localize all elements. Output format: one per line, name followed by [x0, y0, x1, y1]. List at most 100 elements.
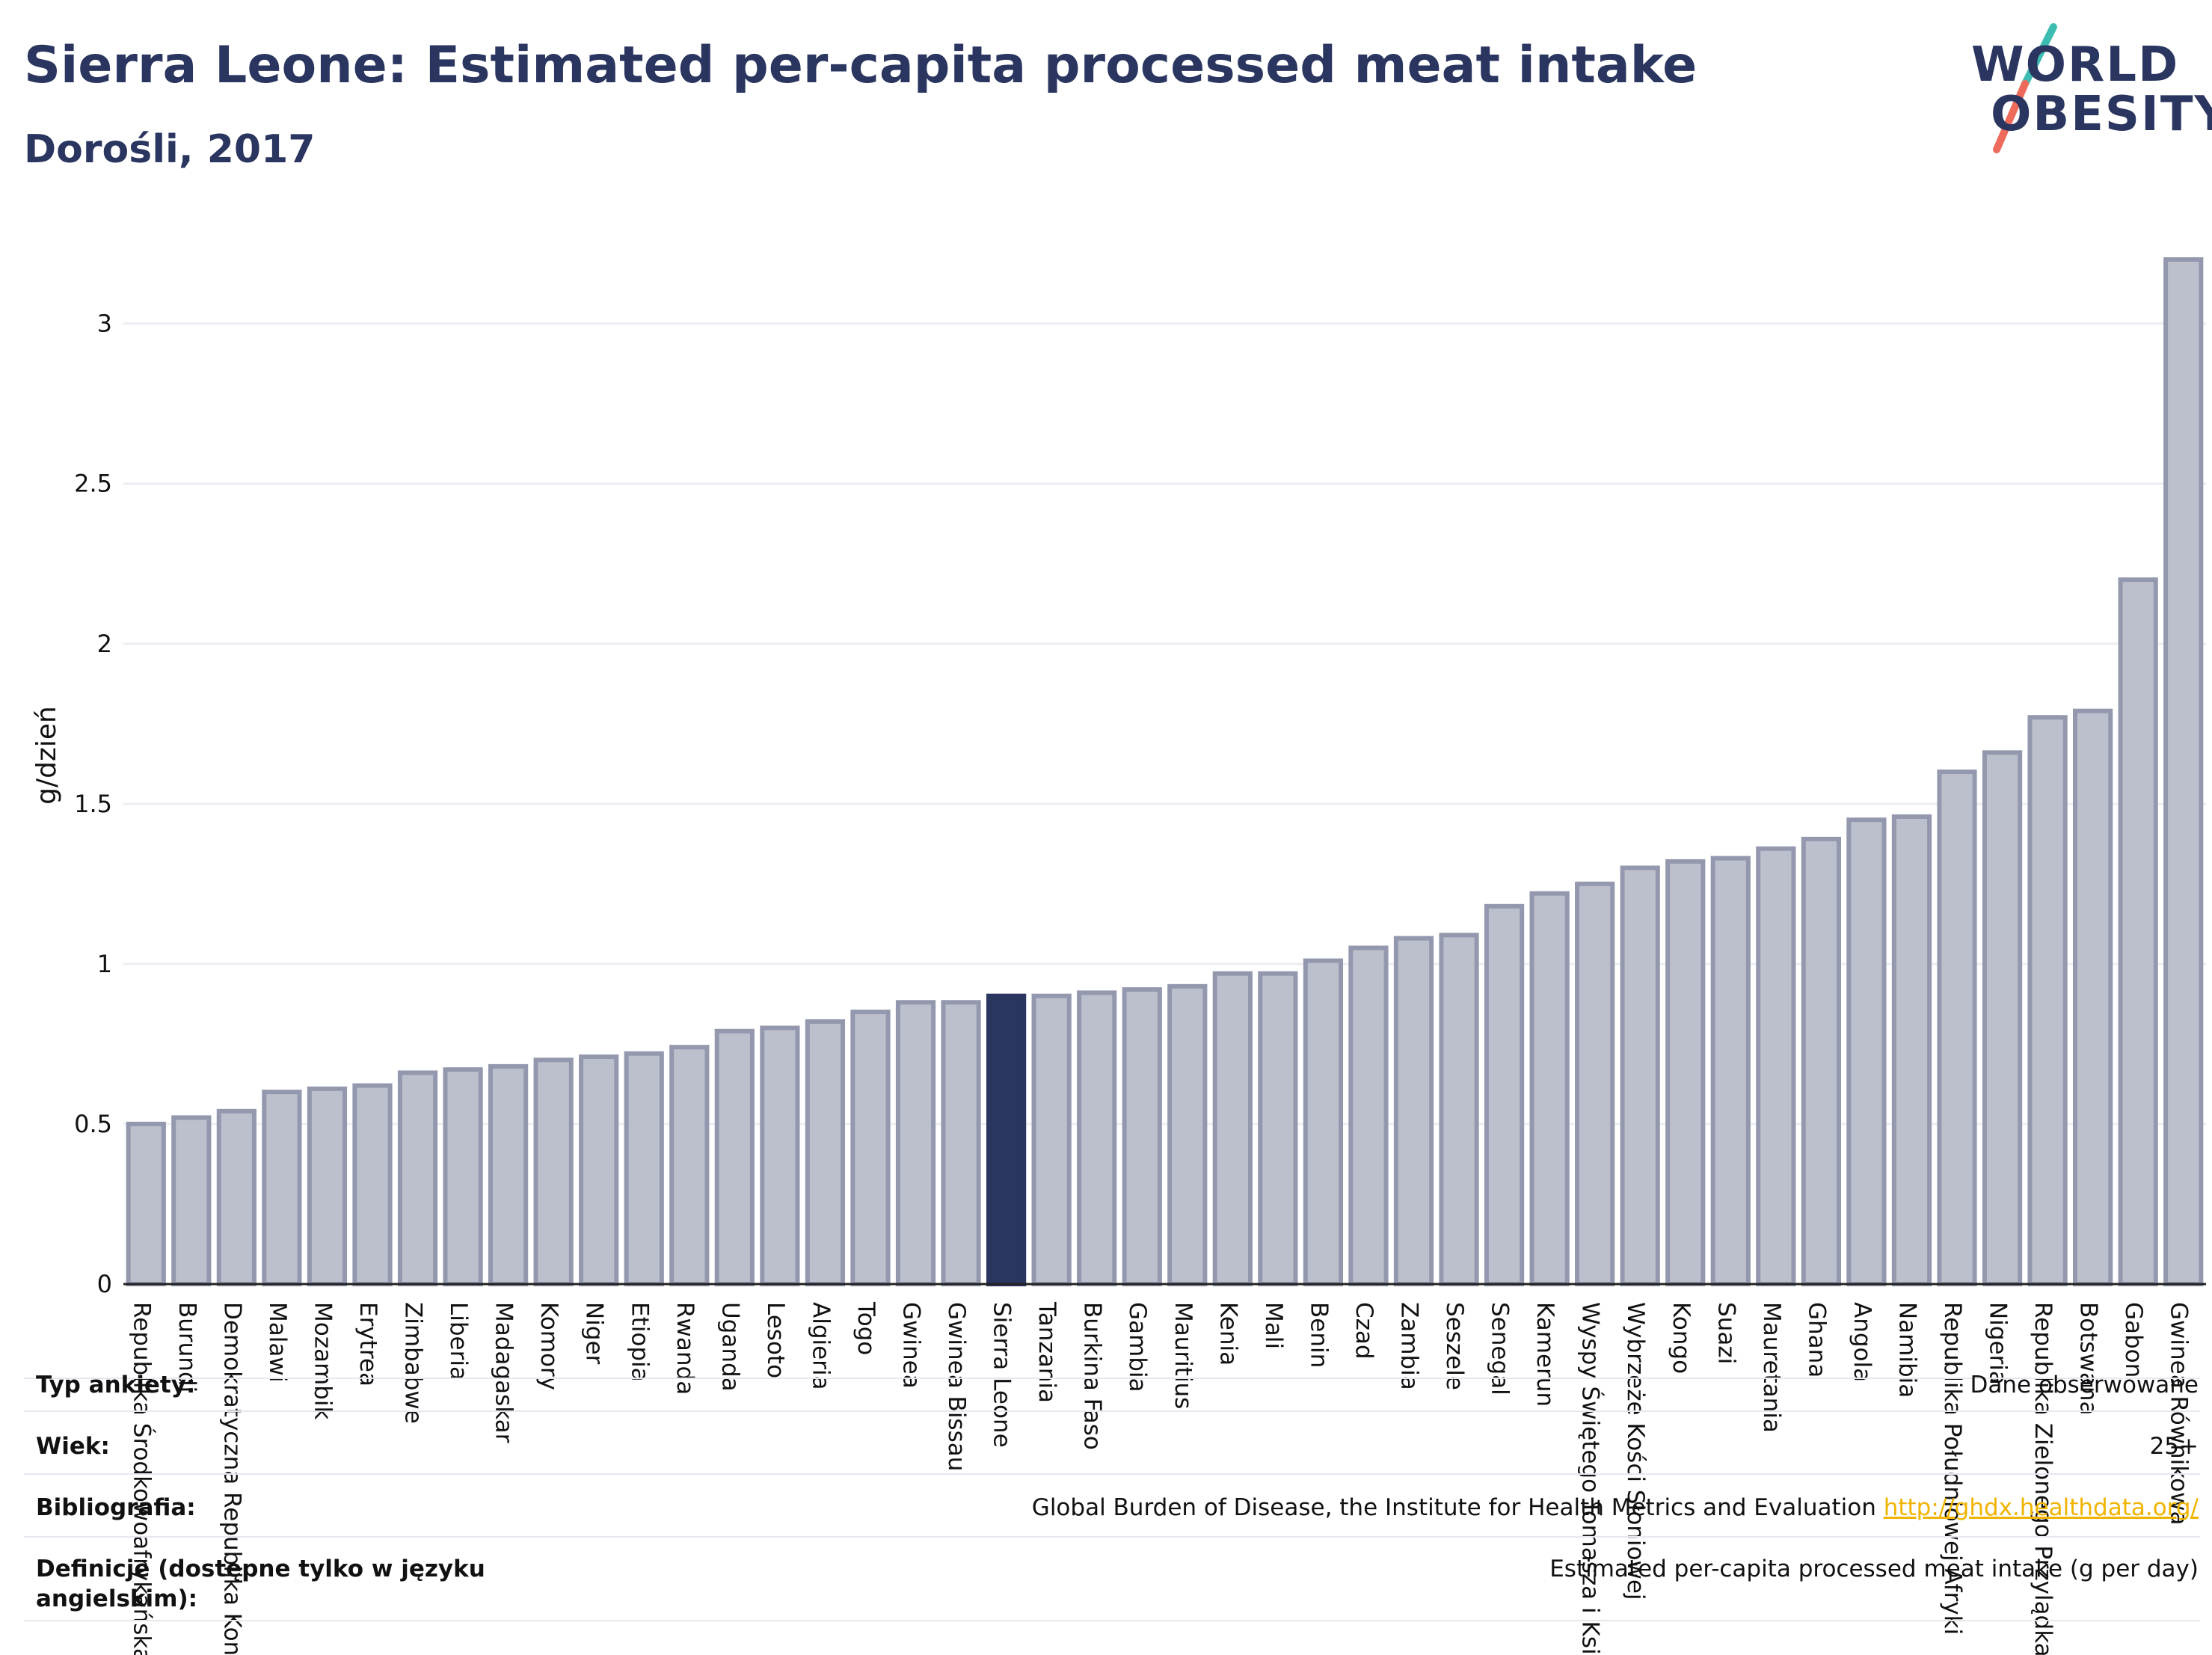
bar[interactable] [2073, 708, 2113, 1286]
x-tick-label: Gambia [1124, 1302, 1151, 1393]
x-tick-label: Komory [535, 1302, 562, 1390]
bar[interactable] [1756, 846, 1796, 1286]
bar[interactable] [1212, 971, 1253, 1286]
x-tick-label: Mali [1260, 1302, 1287, 1349]
y-tick-labels: 0 0.5 1 1.5 2 2.5 3 [74, 310, 112, 1298]
y-tick-label: 1 [97, 950, 112, 978]
x-tick-label: Togo [852, 1301, 879, 1355]
bar[interactable] [1031, 993, 1072, 1286]
x-tick-label: Senegal [1487, 1302, 1514, 1395]
bar[interactable] [1303, 958, 1344, 1286]
bar[interactable] [1393, 936, 1434, 1286]
bar[interactable] [624, 1051, 664, 1286]
bar[interactable] [262, 1090, 302, 1286]
x-tick-label: Suazi [1712, 1302, 1739, 1364]
bar[interactable] [850, 1010, 891, 1286]
x-tick-label: Mauritius [1170, 1302, 1196, 1409]
x-tick-label: Nigeria [1985, 1302, 2012, 1385]
y-tick-label: 2 [97, 630, 112, 658]
x-tick-labels: Republika Środkowoafrykańska Burundi Demok… [128, 1301, 2192, 1655]
bar[interactable] [1937, 770, 1977, 1286]
chart-title: Sierra Leone: Estimated per-capita proce… [24, 36, 1698, 95]
x-tick-label: Sierra Leone [989, 1302, 1016, 1448]
x-tick-label: Namibia [1893, 1302, 1920, 1398]
bar[interactable] [352, 1083, 393, 1286]
x-tick-label: Gwinea [898, 1302, 925, 1389]
bar[interactable] [1077, 990, 1117, 1286]
bar[interactable] [216, 1108, 256, 1286]
y-tick-label: 0 [97, 1270, 112, 1298]
x-tick-label: Madagaskar [491, 1302, 517, 1443]
bar[interactable] [443, 1067, 483, 1286]
bar[interactable] [1122, 987, 1162, 1286]
bar[interactable] [2118, 577, 2158, 1286]
bar[interactable] [714, 1028, 755, 1286]
x-tick-label: Tanzania [1033, 1301, 1060, 1403]
bar[interactable] [397, 1070, 438, 1286]
x-tick-label: Gwinea Równikowa [2166, 1302, 2193, 1525]
y-axis-label: g/dzień [31, 706, 62, 805]
x-tick-label: Republika Środkowoafrykańska [128, 1302, 156, 1655]
bar[interactable] [760, 1025, 800, 1286]
bar[interactable] [533, 1057, 574, 1286]
bar[interactable] [1846, 817, 1887, 1286]
bar[interactable] [1529, 891, 1570, 1286]
chart-subtitle: Dorośli, 2017 [24, 127, 316, 172]
x-tick-label: Ghana [1803, 1302, 1830, 1378]
x-tick-label: Lesoto [762, 1302, 789, 1378]
bar[interactable] [1575, 881, 1615, 1286]
bar[interactable] [1484, 903, 1525, 1286]
world-obesity-logo[interactable]: WORLD OBESITY [1944, 21, 2212, 163]
bar[interactable] [307, 1086, 348, 1286]
x-tick-label: Rwanda [672, 1302, 698, 1395]
bibliography-link[interactable]: http://ghdx.healthdata.org/ [1883, 1494, 2199, 1521]
x-tick-label: Gabon [2120, 1302, 2147, 1378]
bar[interactable] [1348, 945, 1389, 1286]
y-tick-label: 1.5 [74, 790, 112, 818]
x-tick-label: Kamerun [1531, 1302, 1558, 1407]
bar[interactable] [126, 1121, 166, 1286]
y-tick-label: 2.5 [74, 470, 112, 498]
x-tick-label: Zimbabwe [400, 1302, 427, 1424]
x-tick-label: Gwinea Bissau [943, 1302, 970, 1471]
x-tick-label: Benin [1305, 1302, 1332, 1368]
x-tick-label: Malawi [264, 1302, 291, 1382]
x-tick-label: Zambia [1395, 1302, 1422, 1390]
bar[interactable] [2027, 715, 2068, 1286]
bar[interactable] [488, 1063, 529, 1286]
bar[interactable] [669, 1045, 710, 1286]
x-tick-label: Botswana [2075, 1302, 2102, 1416]
bar[interactable] [895, 1000, 936, 1286]
bar[interactable] [1439, 933, 1479, 1286]
bar[interactable] [1665, 859, 1706, 1286]
bar-highlighted[interactable] [986, 993, 1027, 1286]
x-tick-label: Kongo [1668, 1302, 1695, 1374]
bar[interactable] [171, 1115, 212, 1286]
bar[interactable] [579, 1054, 619, 1286]
bar[interactable] [1620, 865, 1660, 1286]
x-tick-label: Mozambik [309, 1302, 336, 1419]
bar[interactable] [1891, 814, 1932, 1286]
bar[interactable] [941, 1000, 981, 1286]
x-tick-label: Algieria [807, 1302, 834, 1390]
bar[interactable] [1710, 856, 1751, 1286]
x-tick-label: Seszele [1441, 1302, 1468, 1390]
bar[interactable] [2163, 257, 2204, 1286]
bar[interactable] [1167, 983, 1208, 1286]
bar[interactable] [1982, 750, 2023, 1286]
x-tick-label: Kenia [1214, 1302, 1241, 1366]
x-tick-label: Czad [1351, 1302, 1377, 1360]
bar[interactable] [1801, 836, 1841, 1286]
bar[interactable] [1258, 971, 1298, 1286]
x-tick-label: Uganda [716, 1302, 743, 1392]
bar[interactable] [805, 1019, 846, 1286]
bars [126, 257, 2204, 1286]
y-tick-label: 0.5 [74, 1110, 112, 1138]
x-tick-label: Republika Południowej Afryki [1939, 1302, 1966, 1635]
x-tick-label: Erytrea [354, 1302, 381, 1387]
logo-line2: OBESITY [1991, 87, 2212, 142]
logo-line1: WORLD [1971, 37, 2180, 93]
x-tick-label: Wyspy Świętego Tomasza i Książęca [1577, 1302, 1605, 1655]
logo-slash-icon [1993, 23, 2057, 153]
